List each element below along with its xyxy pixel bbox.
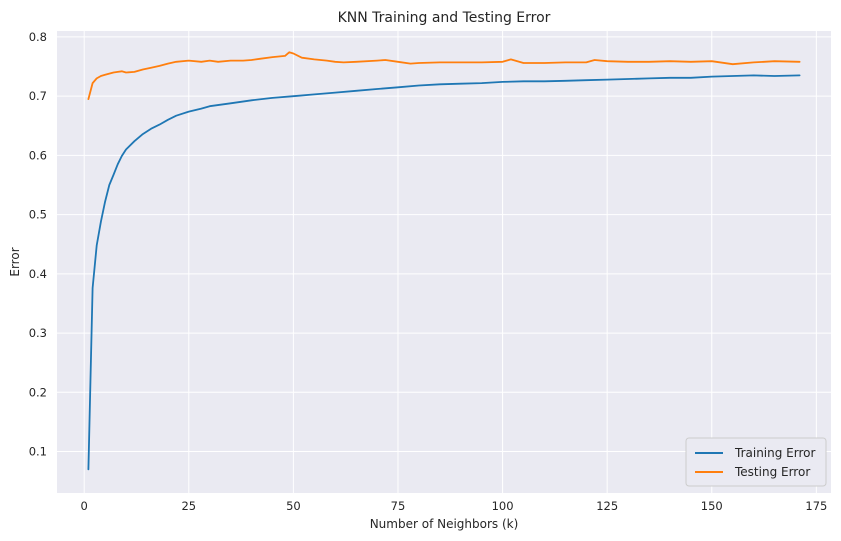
training-error-line <box>87 74 801 471</box>
grid-lines <box>57 31 831 493</box>
chart-title: KNN Training and Testing Error <box>338 10 551 26</box>
y-tick-labels: 0.1 0.2 0.3 0.4 0.5 0.6 0.7 0.8 <box>29 30 47 459</box>
series-lines <box>87 51 801 471</box>
y-tick-label: 0.3 <box>29 326 47 340</box>
x-tick-label: 0 <box>81 499 88 513</box>
y-tick-label: 0.8 <box>29 30 47 44</box>
legend-label-training: Training Error <box>734 446 815 460</box>
y-tick-label: 0.5 <box>29 208 47 222</box>
x-tick-label: 25 <box>181 499 196 513</box>
legend-label-testing: Testing Error <box>734 465 810 479</box>
y-tick-label: 0.6 <box>29 148 47 162</box>
x-tick-labels: 0 25 50 75 100 125 150 175 <box>81 499 828 513</box>
legend-box <box>685 437 827 487</box>
x-axis-title: Number of Neighbors (k) <box>370 517 519 531</box>
x-tick-label: 50 <box>286 499 301 513</box>
y-tick-label: 0.1 <box>29 445 47 459</box>
testing-error-line <box>87 51 801 100</box>
legend: Training Error Testing Error <box>685 437 827 487</box>
x-tick-label: 100 <box>492 499 514 513</box>
x-tick-label: 75 <box>391 499 406 513</box>
y-tick-label: 0.4 <box>29 267 47 281</box>
x-tick-label: 150 <box>701 499 723 513</box>
y-axis-title: Error <box>8 247 22 276</box>
y-tick-label: 0.7 <box>29 89 47 103</box>
y-tick-label: 0.2 <box>29 385 47 399</box>
x-tick-label: 175 <box>805 499 827 513</box>
plot-background <box>57 31 831 493</box>
x-tick-label: 125 <box>596 499 618 513</box>
